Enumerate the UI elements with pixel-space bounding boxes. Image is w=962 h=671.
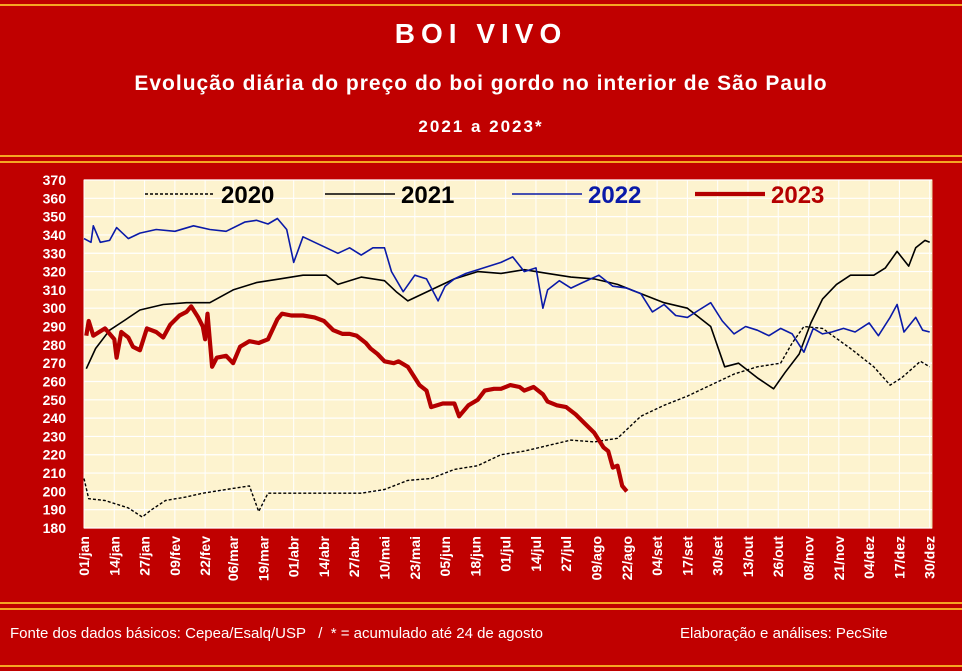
y-tick-310: 310 [43,282,67,298]
y-tick-220: 220 [43,447,67,463]
header-divider-lower [0,161,962,163]
y-tick-270: 270 [43,355,67,371]
x-tick-01/abr: 01/abr [286,535,302,577]
source-note: Fonte dos dados básicos: Cepea/Esalq/USP… [10,625,543,642]
header-divider-upper [0,155,962,157]
x-tick-23/mai: 23/mai [407,536,423,580]
y-tick-240: 240 [43,410,67,426]
y-tick-280: 280 [43,337,67,353]
x-tick-01/jul: 01/jul [498,536,514,572]
x-tick-27/jan: 27/jan [137,536,153,576]
x-tick-27/jul: 27/jul [558,536,574,572]
chart-title: BOI VIVO [394,18,568,49]
x-tick-09/fev: 09/fev [167,536,183,576]
x-tick-08/nov: 08/nov [801,536,817,581]
y-tick-200: 200 [43,483,67,499]
x-tick-14/abr: 14/abr [316,535,332,577]
x-tick-27/abr: 27/abr [346,535,362,577]
series-line-2022 [83,217,930,353]
credit-note: Elaboração e análises: PecSite [680,625,888,642]
legend-label-2020: 2020 [221,182,274,209]
series-line-2021 [85,239,930,390]
x-tick-22/ago: 22/ago [619,536,635,580]
chart-subtitle: Evolução diária do preço do boi gordo no… [134,72,828,95]
top-stripe [0,4,962,6]
x-tick-10/mai: 10/mai [377,536,393,580]
y-tick-300: 300 [43,300,67,316]
series-line-2020 [83,325,931,518]
x-tick-30/set: 30/set [710,536,726,576]
y-tick-330: 330 [43,245,67,261]
x-tick-26/out: 26/out [770,536,786,578]
legend-label-2022: 2022 [588,182,641,209]
y-tick-350: 350 [43,209,67,225]
y-tick-230: 230 [43,428,67,444]
chart-period: 2021 a 2023* [418,117,544,136]
y-tick-360: 360 [43,190,67,206]
y-tick-250: 250 [43,392,67,408]
x-tick-14/jul: 14/jul [528,536,544,572]
series-line-2023 [84,304,629,493]
legend-label-2021: 2021 [401,182,454,209]
price-line-chart: 180 190 200 210 220 230 240 250 260 270 280 290 300 3… [43,172,938,581]
x-tick-30/dez: 30/dez [922,536,938,579]
x-tick-05/jun: 05/jun [437,536,453,576]
y-tick-340: 340 [43,227,67,243]
x-tick-04/dez: 04/dez [861,536,877,579]
x-tick-09/ago: 09/ago [589,536,605,580]
x-tick-17/dez: 17/dez [891,536,907,579]
bottom-stripe [0,665,962,667]
x-tick-18/jun: 18/jun [467,536,483,576]
y-tick-180: 180 [43,520,67,536]
legend-label-2023: 2023 [771,182,824,209]
y-tick-210: 210 [43,465,67,481]
y-tick-260: 260 [43,373,67,389]
x-tick-17/set: 17/set [679,536,695,576]
y-tick-290: 290 [43,319,67,335]
x-tick-19/mar: 19/mar [255,535,271,581]
footer-divider-upper [0,602,962,604]
y-tick-370: 370 [43,172,67,188]
footer-divider-lower [0,608,962,610]
y-tick-190: 190 [43,502,67,518]
x-tick-13/out: 13/out [740,536,756,578]
x-tick-22/fev: 22/fev [197,536,213,576]
x-tick-04/set: 04/set [649,536,665,576]
y-tick-320: 320 [43,264,67,280]
x-tick-01/jan: 01/jan [76,536,92,576]
x-tick-14/jan: 14/jan [106,536,122,576]
x-tick-21/nov: 21/nov [831,536,847,581]
x-tick-06/mar: 06/mar [225,535,241,581]
